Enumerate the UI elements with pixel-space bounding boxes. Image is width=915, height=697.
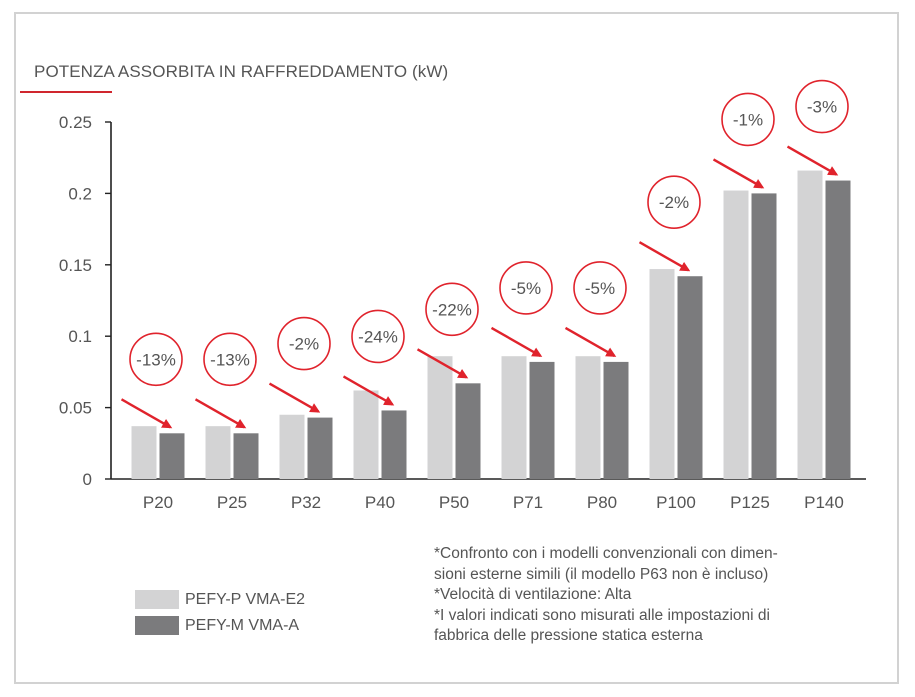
bar-pefy-m-p25: [233, 433, 259, 479]
x-tick-label-p71: P71: [513, 493, 543, 512]
arrow-p100: [638, 241, 691, 272]
x-tick-label-p125: P125: [730, 493, 770, 512]
bar-pefy-p-p20: [131, 426, 157, 479]
y-tick-label-0: 0: [83, 470, 92, 489]
bar-pefy-p-p25: [205, 426, 231, 479]
x-tick-label-p32: P32: [291, 493, 321, 512]
bar-pefy-m-p40: [381, 410, 407, 479]
annotation-label-p25: -13%: [210, 350, 250, 369]
bar-pefy-m-p32: [307, 417, 333, 479]
bar-pefy-m-p80: [603, 361, 629, 479]
annotation-label-p80: -5%: [585, 279, 615, 298]
annotation-label-p100: -2%: [659, 193, 689, 212]
x-tick-label-p50: P50: [439, 493, 469, 512]
chart-title: POTENZA ASSORBITA IN RAFFREDDAMENTO (kW): [34, 62, 449, 81]
annotation-label-p125: -1%: [733, 110, 763, 129]
bar-pefy-m-p71: [529, 361, 555, 479]
arrow-p32: [268, 382, 321, 413]
y-tick-label-4: 0.2: [68, 184, 92, 203]
annotation-label-p50: -22%: [432, 300, 472, 319]
annotation-circle-p40: [351, 309, 405, 364]
bar-pefy-p-p125: [723, 190, 749, 479]
annotation-circle-p25: [203, 332, 257, 387]
arrow-p125: [712, 158, 765, 189]
bar-pefy-p-p100: [649, 269, 675, 479]
arrow-p20: [120, 398, 173, 429]
chart-frame: [14, 12, 899, 684]
annotation-circle-p140: [795, 79, 849, 134]
bar-pefy-p-p32: [279, 414, 305, 479]
bar-pefy-p-p71: [501, 356, 527, 479]
annotation-label-p20: -13%: [136, 350, 176, 369]
arrow-p50: [416, 348, 469, 379]
x-tick-label-p40: P40: [365, 493, 395, 512]
bar-pefy-p-p50: [427, 356, 453, 479]
title-underline: [20, 91, 112, 93]
annotation-circle-p80: [573, 261, 627, 315]
x-tick-label-p20: P20: [143, 493, 173, 512]
y-tick-label-1: 0.05: [59, 399, 92, 418]
annotation-label-p40: -24%: [358, 327, 398, 346]
annotation-circle-p125: [721, 92, 775, 147]
annotation-label-p140: -3%: [807, 98, 837, 117]
bar-pefy-p-p80: [575, 356, 601, 479]
x-tick-label-p25: P25: [217, 493, 247, 512]
y-tick-label-2: 0.1: [68, 327, 92, 346]
legend-label-pefy-m: PEFY-M VMA-A: [185, 617, 300, 634]
bar-pefy-p-p140: [797, 170, 823, 479]
bar-pefy-m-p20: [159, 433, 185, 479]
annotation-label-p32: -2%: [289, 335, 319, 354]
bar-pefy-m-p140: [825, 180, 851, 479]
y-tick-label-5: 0.25: [59, 113, 92, 132]
annotation-circle-p20: [129, 332, 183, 387]
arrow-p40: [342, 375, 395, 406]
x-tick-label-p80: P80: [587, 493, 617, 512]
annotation-circle-p50: [425, 282, 479, 337]
x-tick-label-p100: P100: [656, 493, 696, 512]
footnote-comparison: *Confronto con i modelli convenzionali c…: [434, 545, 778, 583]
footnotes: *Confronto con i modelli convenzionali c…: [434, 544, 884, 647]
arrow-p80: [564, 326, 617, 357]
x-tick-label-p140: P140: [804, 493, 844, 512]
legend-label-pefy-p: PEFY-P VMA-E2: [185, 591, 306, 608]
arrow-p140: [786, 145, 839, 176]
bar-pefy-m-p50: [455, 383, 481, 479]
y-tick-label-3: 0.15: [59, 256, 92, 275]
bar-pefy-m-p100: [677, 276, 703, 479]
annotation-circle-p100: [647, 175, 701, 230]
bar-pefy-p-p40: [353, 390, 379, 479]
annotation-circle-p71: [499, 261, 553, 315]
footnote-fan-speed: *Velocità di ventilazione: Alta: [434, 586, 632, 603]
annotation-circle-p32: [277, 316, 331, 371]
arrow-p71: [490, 326, 543, 357]
annotation-label-p71: -5%: [511, 279, 541, 298]
legend-swatch-pefy-m: [135, 616, 179, 635]
bar-pefy-m-p125: [751, 193, 777, 479]
footnote-measurement: *I valori indicati sono misurati alle im…: [434, 606, 770, 645]
legend-swatch-pefy-p: [135, 590, 179, 609]
arrow-p25: [194, 398, 247, 429]
